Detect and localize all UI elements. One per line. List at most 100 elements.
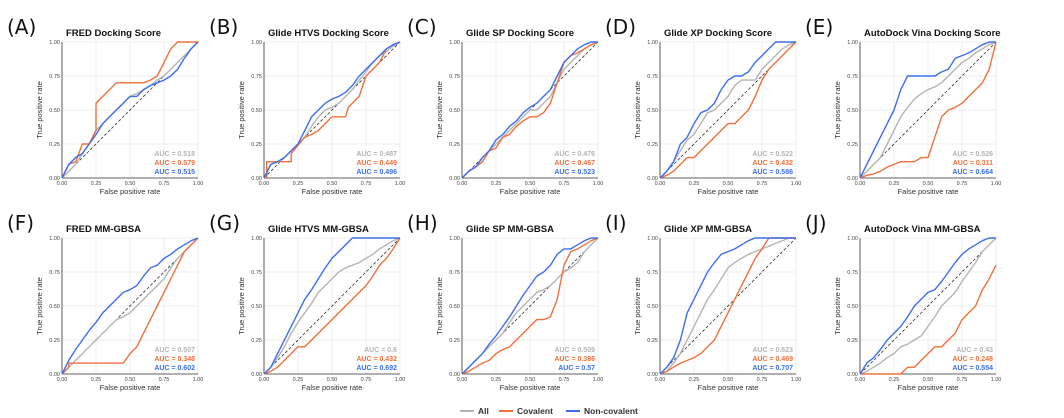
panel-c: (C) Glide SP Docking Score 0.000.00 0.25 0.2… [407,15,603,196]
x-tick-label: 0.75 [957,181,968,187]
x-axis-label: False positive rate [698,383,759,392]
x-tick-label: 0.00 [655,377,666,383]
x-tick-label: 0.50 [923,377,934,383]
x-tick-label: 0.50 [125,181,136,187]
auc-label-noncovalent: AUC = 0.602 [154,365,195,372]
x-tick-label: 0.50 [327,377,338,383]
x-tick-label: 0.25 [689,181,700,187]
auc-label-covalent: AUC = 0.469 [752,356,793,363]
roc-curve-covalent [860,264,997,375]
y-tick-label: 0.25 [647,142,658,148]
roc-curve-noncovalent [61,41,199,179]
panel-j: (J) AutoDock Vina MM-GBSA 0.000.00 0.25 0.25… [805,211,1001,392]
roc-curve-covalent [859,41,997,179]
x-tick-label: 0.00 [855,377,866,383]
x-tick-label: 0.25 [491,377,502,383]
x-tick-label: 1.00 [593,377,604,383]
panel-letter: (D) [605,15,636,39]
x-tick-label: 0.75 [361,377,372,383]
y-tick-label: 0.25 [251,338,262,344]
x-tick-label: 1.00 [593,181,604,187]
roc-curve-all [263,237,401,375]
auc-label-covalent: AUC = 0.467 [554,160,595,167]
auc-label-all: AUC = 0.6 [364,347,397,354]
x-tick-label: 0.50 [525,181,536,187]
x-tick-label: 0.00 [57,181,68,187]
x-tick-label: 0.25 [293,377,304,383]
auc-label-covalent: AUC = 0.579 [154,160,195,167]
y-tick-label: 0.50 [449,108,460,114]
roc-curve-covalent [61,41,198,179]
y-tick-label: 0.75 [251,74,262,80]
auc-label-noncovalent: AUC = 0.586 [752,169,793,176]
x-tick-label: 0.75 [361,181,372,187]
legend-label-covalent: Covalent [517,406,553,416]
y-tick-label: 0.50 [49,108,60,114]
roc-curve-covalent [263,237,401,375]
roc-curve-all [659,237,796,375]
roc-curve-covalent [461,41,599,179]
x-axis-label: False positive rate [500,187,561,196]
auc-label-all: AUC = 0.509 [554,347,595,354]
roc-curve-all [859,237,997,375]
panel-title: Glide XP MM-GBSA [664,224,752,235]
x-axis-label: False positive rate [898,187,959,196]
auc-label-noncovalent: AUC = 0.707 [752,365,793,372]
y-tick-label: 0.25 [251,142,262,148]
x-tick-label: 0.25 [889,181,900,187]
panel-d: (D) Glide XP Docking Score 0.000.00 0.25 0.2… [605,15,801,196]
x-axis-label: False positive rate [100,187,161,196]
diagonal-reference-line [859,41,997,179]
auc-label-noncovalent: AUC = 0.554 [952,365,993,372]
y-tick-label: 0.50 [847,108,858,114]
auc-label-all: AUC = 0.467 [356,151,397,158]
roc-curve-noncovalent [61,237,199,375]
panel-title: Glide HTVS Docking Score [268,28,389,39]
panel-letter: (F) [7,211,34,235]
x-tick-label: 0.75 [757,181,768,187]
roc-curve-all [659,41,797,179]
auc-label-noncovalent: AUC = 0.57 [558,365,595,372]
y-tick-label: 0.75 [449,270,460,276]
y-tick-label: 0.75 [647,270,658,276]
x-tick-label: 1.00 [193,377,204,383]
roc-curve-covalent [659,41,797,179]
x-tick-label: 0.50 [723,181,734,187]
y-tick-label: 0.00 [251,176,262,182]
auc-label-covalent: AUC = 0.348 [154,356,195,363]
y-axis-label: True positive rate [833,277,842,335]
x-tick-label: 1.00 [395,181,406,187]
y-tick-label: 0.75 [49,270,60,276]
y-axis-label: True positive rate [633,81,642,139]
x-tick-label: 0.00 [457,181,468,187]
y-tick-label: 0.00 [49,176,60,182]
x-tick-label: 0.50 [525,377,536,383]
panel-letter: (J) [805,211,827,235]
panel-title: Glide XP Docking Score [664,28,772,39]
x-tick-label: 0.00 [457,377,468,383]
x-tick-label: 0.75 [559,181,570,187]
y-tick-label: 0.75 [449,74,460,80]
legend: All Covalent Non-covalent [460,406,638,416]
diagonal-reference-line [263,237,401,375]
roc-curve-noncovalent [659,41,796,179]
panel-letter: (G) [209,211,240,235]
auc-label-covalent: AUC = 0.449 [356,160,397,167]
y-axis-label: True positive rate [35,81,44,139]
y-tick-label: 1.00 [449,40,460,46]
roc-curve-covalent [61,237,199,375]
y-tick-label: 1.00 [251,40,262,46]
y-tick-label: 0.00 [449,372,460,378]
panel-letter: (H) [407,211,438,235]
panel-b: (B) Glide HTVS Docking Score 0.000.00 0.25 0… [209,15,405,196]
auc-label-covalent: AUC = 0.432 [356,356,397,363]
panels-group: (A) FRED Docking Score0.000.000.250.250.5… [7,15,1001,392]
auc-label-noncovalent: AUC = 0.515 [154,169,195,176]
y-axis-label: True positive rate [435,277,444,335]
panel-letter: (E) [805,15,833,39]
x-tick-label: 0.75 [757,377,768,383]
y-tick-label: 1.00 [847,40,858,46]
auc-label-all: AUC = 0.623 [752,347,793,354]
panel-title: Glide HTVS MM-GBSA [268,224,369,235]
